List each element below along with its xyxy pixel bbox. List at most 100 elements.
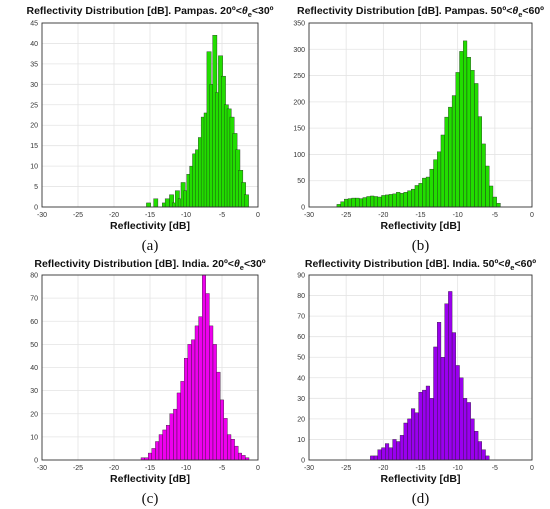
histogram-bar (477, 116, 483, 208)
histogram-bar (422, 389, 427, 461)
histogram-bar (418, 183, 423, 208)
histogram-bar (169, 413, 174, 461)
chart-panel-2: -30 -25 -20 -15 -10 -5 001020304050607080Refle… (30, 258, 266, 507)
histogram-bar (184, 358, 188, 461)
histogram-bar (388, 447, 393, 461)
x-tick-label: -10 (181, 465, 191, 472)
y-tick-label: 0 (301, 458, 305, 465)
y-tick-label: 10 (30, 164, 38, 171)
y-tick-label: 10 (297, 437, 305, 444)
histogram-bar (403, 422, 408, 461)
chart-panel-3: -30 -25 -20 -15 -10 -5 00102030405060708090Ref… (297, 258, 536, 507)
histogram-bar (470, 70, 475, 208)
y-tick-label: 40 (30, 41, 38, 48)
histogram-bar (385, 194, 390, 208)
y-tick-label: 5 (34, 184, 38, 191)
y-tick-label: 0 (34, 458, 38, 465)
y-tick-label: 200 (293, 99, 305, 106)
x-tick-label: 0 (530, 465, 534, 472)
panel-caption: (c) (142, 491, 159, 507)
panel-caption: (a) (142, 238, 159, 254)
x-tick-label: -30 (304, 465, 314, 472)
axes-frame (41, 274, 259, 461)
x-tick-label: -10 (453, 465, 463, 472)
histogram-bar (392, 439, 397, 461)
histogram-bar (485, 455, 490, 461)
y-tick-label: 40 (30, 365, 38, 372)
histogram-bar (373, 455, 378, 461)
histogram-bar (485, 165, 490, 208)
histogram-bar (244, 194, 249, 208)
histogram-bar (437, 151, 442, 208)
histogram-bar (198, 316, 203, 461)
y-tick-label: 40 (297, 375, 305, 382)
histogram-bar (155, 441, 160, 461)
y-tick-label: 60 (30, 319, 38, 326)
histogram-bar (148, 452, 152, 461)
y-tick-label: 60 (297, 334, 305, 341)
histogram-bar (429, 168, 434, 208)
y-tick-label: 90 (297, 273, 305, 280)
histogram-bar (212, 344, 217, 461)
histogram-bar (191, 339, 196, 461)
histogram-bar (481, 449, 486, 461)
y-tick-label: 30 (297, 396, 305, 403)
histogram-bar (340, 201, 345, 208)
histogram-bar (440, 357, 445, 461)
x-tick-label: -10 (181, 212, 191, 219)
panel-caption: (b) (412, 238, 430, 254)
histogram-bar (194, 325, 199, 461)
histogram-bar (433, 159, 438, 208)
x-axis-label: Reflectivity [dB] (381, 220, 461, 232)
histogram-bar (399, 435, 404, 461)
histogram-bar (381, 447, 386, 461)
y-tick-label: 15 (30, 143, 38, 150)
chart-title: Reflectivity Distribution [dB]. Pampas. … (26, 5, 273, 19)
histogram-bar (451, 332, 456, 461)
x-axis-label: Reflectivity [dB] (110, 473, 190, 485)
x-tick-label: -10 (453, 212, 463, 219)
x-tick-label: -5 (492, 212, 498, 219)
histogram-bar (414, 185, 419, 208)
y-tick-label: 20 (297, 416, 305, 423)
histogram-bar (358, 198, 364, 208)
histogram-bar (440, 134, 445, 208)
histogram-bar (463, 398, 468, 461)
histogram-bar (241, 455, 246, 461)
y-tick-label: 70 (297, 314, 305, 321)
histogram-bar (459, 377, 464, 461)
histogram-bar (455, 365, 460, 461)
x-tick-label: -30 (304, 212, 314, 219)
axes-frame (41, 22, 259, 208)
x-tick-label: -15 (415, 212, 425, 219)
x-tick-label: -20 (378, 212, 388, 219)
y-tick-label: 100 (293, 152, 305, 159)
y-tick-label: 20 (30, 411, 38, 418)
y-tick-label: 80 (30, 273, 38, 280)
histogram-bar (381, 195, 386, 208)
histogram-bar (205, 293, 210, 461)
y-tick-label: 35 (30, 61, 38, 68)
histogram-bar (344, 198, 349, 208)
histogram-bar (202, 274, 206, 461)
histogram-bar (399, 193, 404, 208)
histogram-bar (489, 185, 494, 208)
histogram-bar (459, 51, 464, 208)
histogram-bar (448, 291, 453, 461)
histogram-bar (414, 412, 419, 461)
histogram-bar (223, 418, 228, 461)
histogram-bar (388, 194, 393, 208)
histogram-bar (234, 445, 239, 461)
x-tick-label: -25 (73, 212, 83, 219)
histogram-bar (146, 202, 151, 208)
histogram-bar (455, 72, 460, 208)
histogram-bar (216, 371, 221, 461)
histogram-bar (385, 443, 390, 461)
histogram-bar (158, 434, 163, 461)
x-tick-label: -5 (219, 212, 225, 219)
x-tick-label: -5 (492, 465, 498, 472)
x-tick-label: -15 (415, 465, 425, 472)
y-tick-label: 50 (297, 355, 305, 362)
histogram-bar (474, 83, 479, 208)
histogram-bar (373, 196, 378, 208)
